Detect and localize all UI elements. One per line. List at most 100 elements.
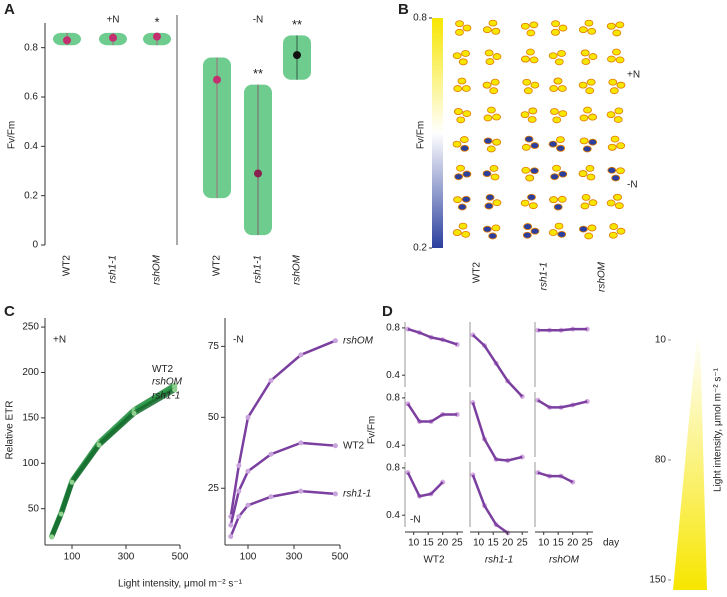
plant-leaf — [482, 170, 492, 178]
plant-leaf — [556, 136, 565, 144]
category-label: rsh1-1 — [539, 262, 550, 290]
plant-leaf — [606, 22, 616, 30]
data-point — [245, 468, 251, 474]
plant-leaf — [578, 26, 588, 34]
y-axis-label: Relative ETR — [5, 401, 16, 460]
plant-leaf — [520, 111, 530, 119]
series-line — [49, 387, 178, 540]
group-label: -N — [627, 180, 638, 191]
plant-leaf — [580, 49, 590, 57]
plant-leaf — [585, 87, 595, 95]
group-label: +N — [627, 70, 640, 81]
data-point — [172, 387, 178, 393]
plant-leaf — [491, 224, 501, 232]
plant-leaf — [579, 137, 589, 145]
plant-leaf — [452, 52, 462, 60]
plant-leaf — [610, 135, 620, 143]
colorbar-label: Light intensity, μmol m⁻² s⁻¹ — [713, 367, 724, 492]
data-point — [268, 494, 274, 500]
data-point — [236, 488, 242, 494]
plant-leaf — [553, 77, 563, 85]
panel-label: B — [398, 1, 409, 18]
plant-leaf — [616, 227, 626, 235]
plant-leaf — [606, 111, 616, 119]
plant-leaf — [483, 114, 493, 122]
series-line — [406, 472, 444, 498]
plant-leaf — [607, 143, 617, 151]
series-line — [407, 327, 458, 346]
series-line — [49, 382, 178, 539]
plant-leaf — [608, 231, 618, 239]
plant-leaf — [557, 50, 566, 57]
plant-leaf — [558, 24, 568, 32]
plant-leaf — [462, 170, 472, 178]
plant-leaf — [520, 199, 530, 207]
series-line — [49, 384, 178, 539]
plant-leaf — [490, 173, 500, 181]
annotation: -N — [410, 515, 421, 526]
y-tick-label: 50 — [28, 503, 40, 514]
plant-leaf — [588, 113, 597, 121]
plant-leaf — [557, 195, 567, 203]
plant-leaf — [458, 58, 468, 66]
plant-leaf — [484, 49, 494, 57]
mean-dot — [293, 51, 301, 60]
plant-leaf — [528, 202, 538, 210]
x-tick-label: 20 — [567, 538, 579, 549]
data-point — [332, 338, 338, 344]
plant-leaf — [489, 165, 499, 172]
plant-leaf — [606, 199, 616, 207]
data-point — [49, 534, 55, 540]
plant-leaf — [530, 142, 540, 149]
x-tick-label: 300 — [118, 552, 135, 563]
plant-leaf — [587, 27, 597, 35]
plant-leaf — [530, 81, 540, 89]
plant-leaf — [492, 138, 502, 146]
plant-leaf — [608, 78, 618, 86]
data-point — [96, 442, 102, 448]
plant-leaf — [588, 138, 598, 146]
y-tick-label: 0.4 — [386, 510, 400, 521]
plant-leaf — [453, 196, 462, 204]
plant-leaf — [485, 58, 495, 65]
x-tick-label: 500 — [172, 552, 189, 563]
plant-leaf — [614, 107, 624, 115]
data-point — [332, 491, 338, 497]
plant-leaf — [483, 137, 493, 145]
series-label: rsh1-1 — [152, 390, 180, 401]
data-point — [245, 414, 251, 420]
colorbar-tick-label: 80 — [655, 455, 667, 466]
series-line — [229, 339, 337, 518]
plant-leaf — [486, 145, 496, 153]
plant-leaf — [552, 164, 561, 172]
colorbar-label: Fv/Fm — [416, 121, 427, 149]
plant-leaf — [582, 145, 592, 153]
plant-leaf — [581, 193, 591, 201]
y-axis-label: Fv/Fm — [7, 121, 18, 149]
column-label: WT2 — [423, 555, 445, 566]
plant-leaf — [588, 53, 598, 60]
plant-leaf — [588, 199, 598, 207]
category-label: rshOM — [597, 261, 608, 292]
colorbar-tick-label: 0.8 — [413, 13, 427, 24]
colorbar-tick-label: 0.2 — [413, 243, 427, 254]
colorbar — [432, 18, 443, 248]
plant-leaf — [455, 28, 464, 36]
plant-leaf — [492, 53, 502, 60]
plant-leaf — [488, 19, 498, 27]
x-tick-label: 25 — [582, 538, 594, 549]
x-tick-label: 100 — [240, 552, 257, 563]
series-label: rshOM — [152, 377, 183, 388]
plant-leaf — [521, 166, 531, 174]
plant-leaf — [462, 24, 472, 32]
mean-dot — [109, 33, 117, 42]
data-point — [58, 511, 64, 517]
plant-leaf — [558, 110, 568, 118]
plant-leaf — [529, 21, 539, 29]
plant-leaf — [607, 166, 617, 174]
plant-leaf — [526, 29, 536, 37]
plant-leaf — [461, 85, 471, 92]
plant-leaf — [457, 77, 467, 85]
y-tick-label: 100 — [22, 458, 39, 469]
